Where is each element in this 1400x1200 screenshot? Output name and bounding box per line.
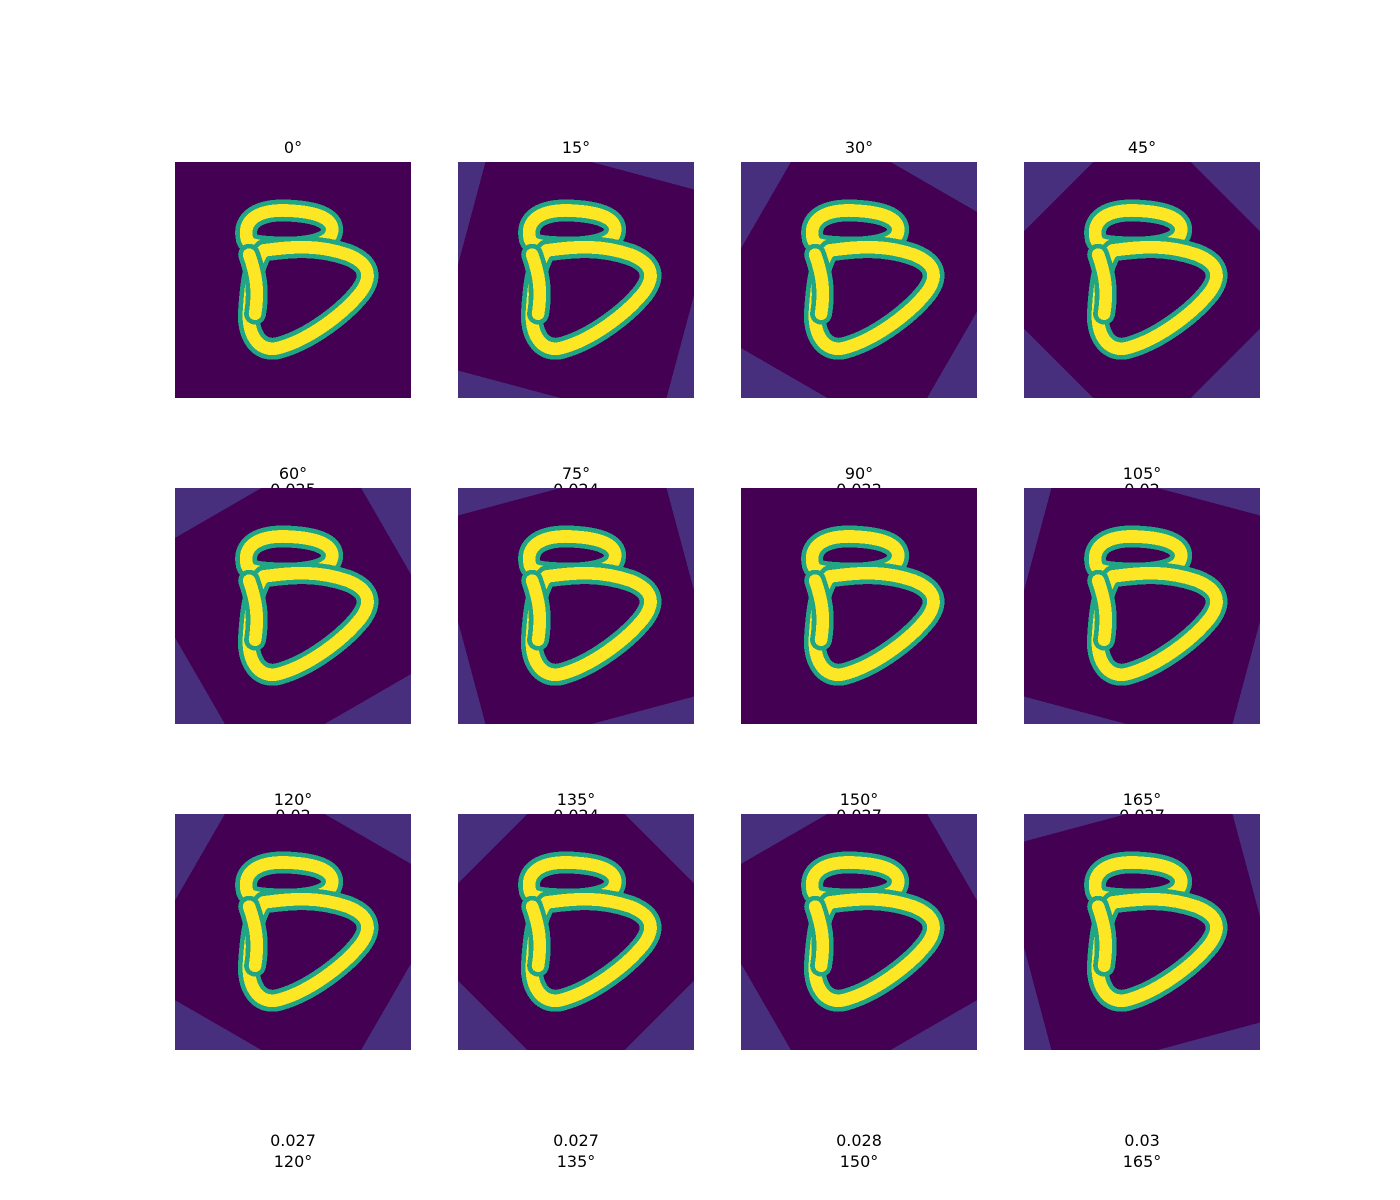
rotated-digit-image — [741, 488, 977, 724]
digit-image-svg — [741, 488, 977, 724]
panel-angle-label: 120° — [273, 790, 313, 809]
digit-image-svg — [458, 814, 694, 1050]
digit-stroke-core — [1091, 900, 1113, 973]
bottom-score-label: 0.027 — [270, 1131, 316, 1150]
panel-angle-label: 0° — [283, 138, 303, 157]
image-background — [458, 488, 694, 724]
panel-angle-label: 165° — [1122, 790, 1162, 809]
digit-stroke-core — [525, 900, 547, 973]
panel-angle-label: 30° — [844, 138, 874, 157]
panel-angle-label: 150° — [839, 790, 879, 809]
image-background — [741, 814, 977, 1050]
digit-image-svg — [1024, 162, 1260, 398]
panel-angle-label: 75° — [561, 464, 591, 483]
digit-image-svg — [175, 814, 411, 1050]
bottom-score-label: 0.028 — [836, 1131, 882, 1150]
image-background — [1024, 814, 1260, 1050]
panel-title: 45° — [1024, 140, 1260, 156]
digit-stroke-core — [808, 248, 830, 321]
bottom-label: 0.027 135° — [458, 1130, 694, 1172]
image-background — [175, 814, 411, 1050]
bottom-angle-label: 120° — [273, 1152, 313, 1171]
panel-title: 0° — [175, 140, 411, 156]
image-background — [741, 488, 977, 724]
bottom-label: 0.028 150° — [741, 1130, 977, 1172]
digit-stroke-core — [808, 900, 830, 973]
rotated-digit-image — [1024, 814, 1260, 1050]
panel-title: 30° — [741, 140, 977, 156]
rotated-digit-image — [458, 162, 694, 398]
digit-stroke-core — [808, 574, 830, 647]
image-background — [458, 162, 694, 398]
rotated-digit-image — [175, 162, 411, 398]
bottom-label: 0.027 120° — [175, 1130, 411, 1172]
rotated-digit-image — [741, 814, 977, 1050]
panel-title: 15° — [458, 140, 694, 156]
digit-stroke-core — [242, 248, 264, 321]
rotated-digit-image — [1024, 162, 1260, 398]
digit-stroke-core — [525, 574, 547, 647]
bottom-score-label: 0.03 — [1124, 1131, 1160, 1150]
rotated-digit-image — [175, 814, 411, 1050]
digit-stroke-core — [525, 248, 547, 321]
panel-angle-label: 105° — [1122, 464, 1162, 483]
digit-image-svg — [1024, 814, 1260, 1050]
rotated-digit-image — [1024, 488, 1260, 724]
image-background — [1024, 162, 1260, 398]
digit-image-svg — [741, 162, 977, 398]
panel-angle-label: 15° — [561, 138, 591, 157]
panel-angle-label: 135° — [556, 790, 596, 809]
panel-angle-label: 45° — [1127, 138, 1157, 157]
panel-angle-label: 60° — [278, 464, 308, 483]
digit-image-svg — [175, 488, 411, 724]
digit-image-svg — [175, 162, 411, 398]
bottom-angle-label: 150° — [839, 1152, 879, 1171]
panel-angle-label: 90° — [844, 464, 874, 483]
image-background — [741, 162, 977, 398]
bottom-angle-label: 165° — [1122, 1152, 1162, 1171]
rotated-digit-image — [458, 488, 694, 724]
rotated-digit-image — [741, 162, 977, 398]
bottom-angle-label: 135° — [556, 1152, 596, 1171]
image-background — [175, 488, 411, 724]
digit-image-svg — [1024, 488, 1260, 724]
digit-image-svg — [458, 488, 694, 724]
rotated-digit-image — [458, 814, 694, 1050]
digit-stroke-core — [1091, 248, 1113, 321]
image-background — [1024, 488, 1260, 724]
digit-stroke-core — [242, 574, 264, 647]
rotated-digit-image — [175, 488, 411, 724]
digit-image-svg — [458, 162, 694, 398]
bottom-label: 0.03 165° — [1024, 1130, 1260, 1172]
digit-stroke-core — [1091, 574, 1113, 647]
digit-stroke-core — [242, 900, 264, 973]
image-background — [458, 814, 694, 1050]
bottom-score-label: 0.027 — [553, 1131, 599, 1150]
digit-image-svg — [741, 814, 977, 1050]
